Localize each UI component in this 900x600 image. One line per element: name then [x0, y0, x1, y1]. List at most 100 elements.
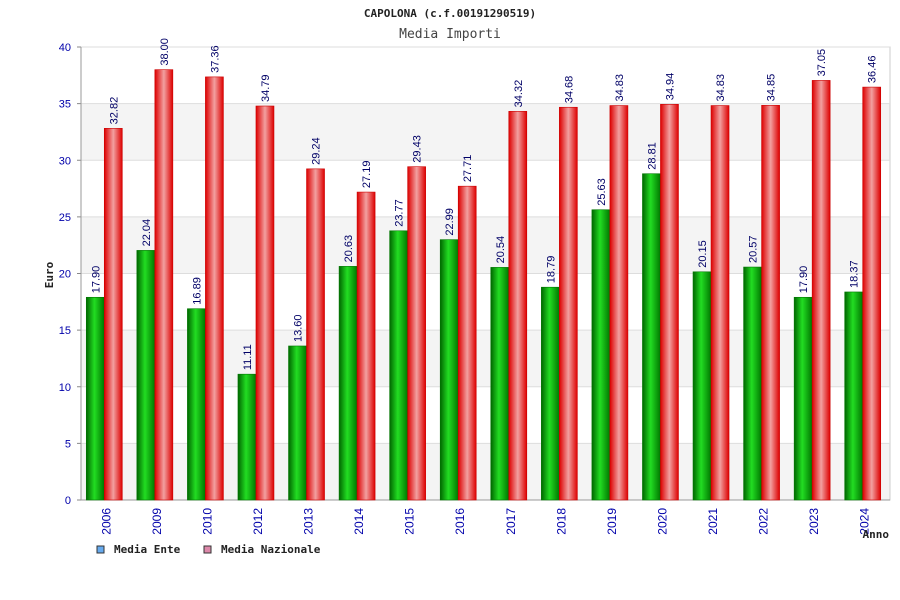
- data-label: 22.99: [444, 208, 456, 236]
- x-tick-label: 2023: [807, 508, 821, 535]
- bar-media-ente: [793, 296, 813, 501]
- bar-media-nazionale: [811, 80, 831, 501]
- bar-media-nazionale: [508, 111, 528, 501]
- x-tick-label: 2019: [605, 508, 619, 535]
- data-label: 34.83: [715, 74, 727, 102]
- bar-media-ente: [490, 267, 510, 501]
- x-axis-ticks: 2006 2009 2010 2012 2013 2014 2015 2016 2017 2018…: [99, 508, 871, 535]
- bar-media-ente: [591, 209, 611, 501]
- data-label: 11.11: [242, 344, 254, 370]
- bar-media-ente: [136, 250, 156, 501]
- bar-media-ente: [85, 296, 105, 501]
- data-label: 34.94: [664, 73, 676, 101]
- data-label: 28.81: [646, 142, 658, 170]
- bar-media-nazionale: [710, 105, 730, 501]
- y-tick-label: 10: [59, 382, 71, 394]
- bar-media-nazionale: [407, 166, 426, 501]
- y-tick-label: 5: [65, 438, 71, 450]
- bar-media-nazionale: [559, 106, 578, 501]
- bar-media-ente: [439, 239, 459, 501]
- x-tick-label: 2016: [453, 508, 467, 535]
- x-tick-label: 2012: [251, 508, 265, 535]
- x-tick-label: 2018: [554, 508, 568, 535]
- data-label: 32.82: [108, 97, 120, 125]
- bar-media-nazionale: [103, 128, 123, 501]
- bar-media-ente: [642, 173, 661, 501]
- bar-media-ente: [338, 266, 358, 501]
- data-label: 17.90: [798, 266, 810, 294]
- x-tick-label: 2021: [706, 508, 720, 535]
- x-tick-label: 2022: [757, 508, 771, 535]
- data-label: 34.68: [563, 76, 575, 104]
- data-label: 36.46: [867, 56, 879, 84]
- data-label: 16.89: [191, 277, 203, 305]
- bar-media-ente: [288, 345, 307, 501]
- y-tick-label: 25: [59, 212, 71, 224]
- legend-swatch-media-ente: [96, 545, 105, 554]
- data-label: 13.60: [293, 314, 305, 342]
- data-label: 34.32: [513, 80, 525, 108]
- y-tick-label: 0: [65, 495, 71, 507]
- bar-media-ente: [541, 286, 560, 501]
- y-tick-label: 20: [59, 269, 71, 281]
- x-tick-label: 2010: [200, 508, 214, 535]
- bar-media-ente: [692, 271, 712, 501]
- y-tick-label: 15: [59, 325, 71, 337]
- chart-subtitle: Media Importi: [399, 27, 501, 42]
- data-label: 18.79: [545, 256, 557, 284]
- y-tick-label: 35: [59, 99, 71, 111]
- x-tick-label: 2017: [504, 508, 518, 535]
- bar-media-nazionale: [306, 168, 325, 501]
- data-label: 29.24: [311, 137, 323, 165]
- y-tick-label: 40: [59, 42, 71, 54]
- legend-swatch-media-nazionale: [203, 545, 212, 554]
- bar-media-nazionale: [457, 185, 477, 501]
- data-label: 34.83: [614, 74, 626, 102]
- x-tick-label: 2020: [655, 508, 669, 535]
- y-tick-label: 30: [59, 155, 71, 167]
- x-tick-label: 2006: [99, 508, 113, 535]
- data-label: 34.79: [260, 74, 272, 102]
- data-label: 27.19: [361, 161, 373, 189]
- bar-media-ente: [844, 291, 864, 501]
- data-label: 20.54: [495, 236, 507, 264]
- bar-media-nazionale: [255, 105, 275, 501]
- bar-media-ente: [389, 230, 408, 501]
- data-label: 20.63: [343, 235, 355, 263]
- x-tick-label: 2015: [403, 508, 417, 535]
- bar-media-nazionale: [205, 76, 224, 501]
- bar-media-nazionale: [154, 69, 174, 501]
- chart-title: CAPOLONA (c.f.00191290519): [364, 7, 536, 20]
- bar-media-ente: [743, 266, 762, 501]
- data-label: 23.77: [394, 199, 406, 227]
- data-label: 37.36: [209, 45, 221, 73]
- data-label: 27.71: [462, 155, 474, 183]
- y-axis-title: Euro: [43, 261, 56, 288]
- data-label: 38.00: [159, 38, 171, 66]
- x-axis-title: Anno: [863, 528, 890, 541]
- x-tick-label: 2014: [352, 508, 366, 535]
- data-label: 22.04: [141, 219, 153, 247]
- data-label: 20.15: [697, 240, 709, 268]
- legend: Media Ente Media Nazionale: [96, 543, 321, 556]
- x-tick-label: 2024: [858, 508, 872, 535]
- bar-media-nazionale: [660, 104, 679, 501]
- bar-media-nazionale: [609, 105, 629, 501]
- data-label: 17.90: [90, 266, 102, 294]
- x-tick-label: 2009: [150, 508, 164, 535]
- data-label: 25.63: [596, 178, 608, 206]
- bar-media-nazionale: [862, 86, 882, 501]
- data-label: 18.37: [849, 260, 861, 288]
- data-label: 20.57: [748, 236, 760, 264]
- bar-media-ente: [237, 373, 257, 501]
- x-tick-label: 2013: [302, 508, 316, 535]
- data-label: 34.85: [766, 74, 778, 102]
- bars: 17.90 32.82 22.04 38.00 16.89 37.36 11.11 34.79…: [85, 38, 882, 501]
- data-label: 37.05: [816, 49, 828, 77]
- data-label: 29.43: [412, 135, 424, 163]
- bar-media-nazionale: [356, 191, 376, 501]
- legend-label-media-nazionale: Media Nazionale: [221, 543, 321, 556]
- legend-label-media-ente: Media Ente: [114, 543, 181, 556]
- bar-media-ente: [187, 308, 206, 501]
